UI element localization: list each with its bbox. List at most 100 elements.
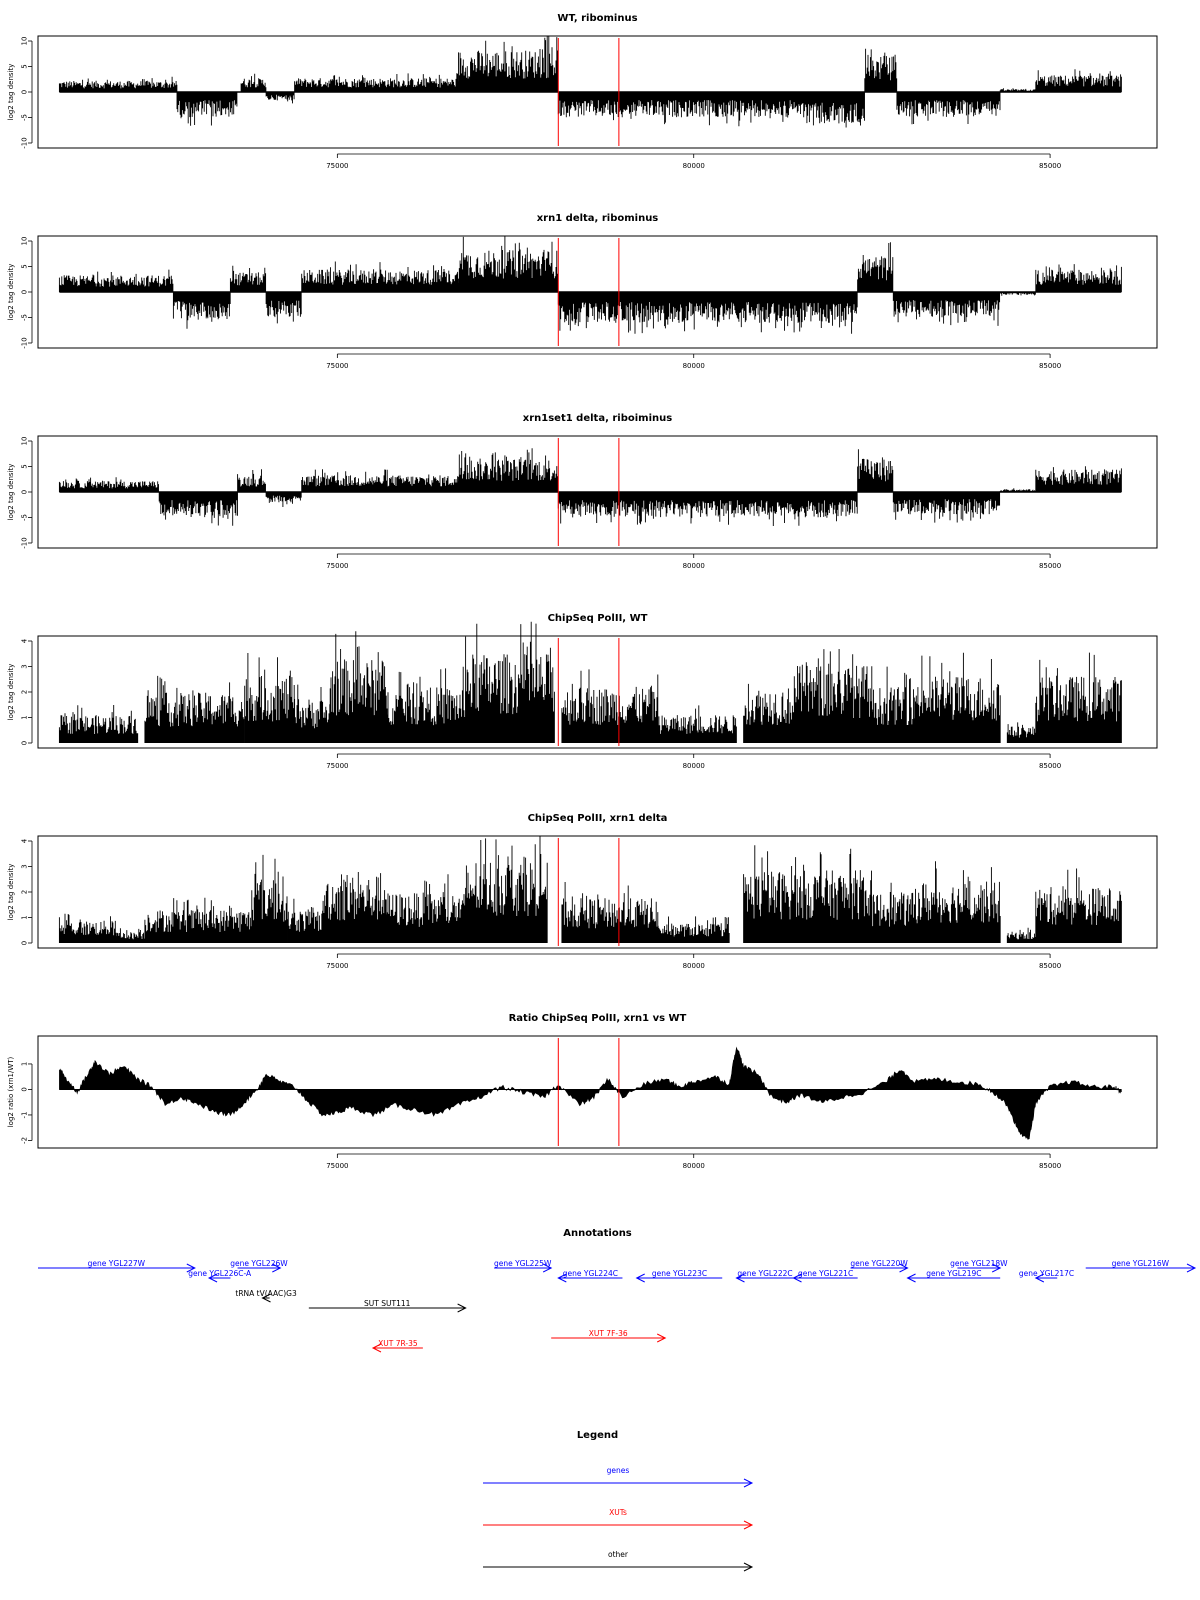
panel-1: WT, ribominus -10 -5 0 5 10 log2 tag density 75… <box>7 13 1158 170</box>
y-tick-label: 4 <box>21 838 29 843</box>
data-segment <box>176 92 238 126</box>
data-segment <box>265 492 302 507</box>
x-tick-label: 75000 <box>326 362 348 370</box>
feature-arrow <box>906 1273 1001 1283</box>
legend-item-arrow <box>483 1478 754 1488</box>
feature-arrow <box>308 1303 467 1313</box>
data-segment <box>465 621 555 743</box>
data-segment <box>1006 722 1036 743</box>
feature-arrow <box>1034 1273 1058 1283</box>
series <box>58 448 1122 526</box>
data-segment <box>1006 927 1036 943</box>
y-axis-label: log2 tag density <box>7 464 15 521</box>
feature-label: gene YGL218W <box>950 1259 1008 1268</box>
panel-title: ChipSeq PolII, xrn1 delta <box>528 813 668 824</box>
y-tick-label: 3 <box>21 664 29 668</box>
x-tick-label: 85000 <box>1039 162 1061 170</box>
x-tick-label: 80000 <box>683 362 705 370</box>
y-axis-label: log2 tag density <box>7 64 15 121</box>
data-segment <box>458 448 559 492</box>
data-segment <box>386 874 467 943</box>
x-tick-label: 85000 <box>1039 762 1061 770</box>
panel-4: ChipSeq PolII, WT 0 1 2 3 4 log2 tag density 75… <box>7 613 1158 770</box>
x-tick-label: 75000 <box>326 962 348 970</box>
feature-label: XUT 7R-35 <box>378 1339 418 1348</box>
data-segment <box>557 292 858 334</box>
feature-arrow <box>237 1263 282 1273</box>
y-tick-label: 10 <box>21 237 29 246</box>
data-segment <box>807 92 865 128</box>
feature-arrow <box>635 1273 723 1283</box>
data-segment <box>864 48 898 92</box>
data-segment <box>294 684 331 743</box>
y-tick-label: 10 <box>21 37 29 46</box>
plot-frame <box>37 835 1158 949</box>
y-tick-label: -10 <box>21 137 29 148</box>
data-segment <box>240 73 267 92</box>
data-segment <box>1035 69 1122 92</box>
data-segment <box>1035 264 1122 292</box>
y-tick-label: 3 <box>21 864 29 868</box>
data-segment <box>237 469 266 492</box>
data-segment <box>871 882 915 943</box>
data-segment <box>857 242 894 292</box>
feature-label: gene YGL221C <box>798 1269 853 1278</box>
y-axis-label: log2 tag density <box>7 664 15 721</box>
series <box>59 1046 1122 1140</box>
panel-title: xrn1set1 delta, riboiminus <box>523 413 672 424</box>
y-tick-label: 1 <box>21 1062 29 1066</box>
y-tick-label: 0 <box>21 290 29 294</box>
y-tick-label: 2 <box>21 690 29 694</box>
data-segment <box>557 92 809 127</box>
panel-title: Ratio ChipSeq PolII, xrn1 vs WT <box>509 1013 687 1024</box>
feature-arrow <box>557 1273 623 1283</box>
data-segment <box>329 631 388 743</box>
data-segment <box>158 492 238 526</box>
data-segment <box>458 35 559 92</box>
data-segment <box>743 845 872 943</box>
feature-arrow <box>38 1263 196 1273</box>
feature-label: gene YGL224C <box>563 1269 618 1278</box>
legend-title: Legend <box>577 1430 618 1441</box>
plot-frame <box>37 1035 1158 1149</box>
data-segment <box>58 269 174 292</box>
data-segment <box>743 683 794 743</box>
feature-label: XUT 7F-36 <box>589 1329 628 1338</box>
x-tick-label: 75000 <box>326 562 348 570</box>
data-segment <box>892 492 1001 523</box>
y-tick-label: -5 <box>21 514 29 521</box>
series <box>58 35 1122 128</box>
panel-2: xrn1 delta, ribominus -10 -5 0 5 10 log2 tag d… <box>7 213 1158 370</box>
y-tick-label: -5 <box>21 114 29 121</box>
data-segment <box>144 897 252 943</box>
feature-label: tRNA tV(AAC)G3 <box>235 1289 297 1298</box>
legend-item-label: XUTs <box>609 1508 627 1517</box>
y-tick-label: -5 <box>21 314 29 321</box>
plot-frame <box>37 435 1158 549</box>
data-segment <box>115 928 145 943</box>
data-segment <box>58 477 159 492</box>
data-segment <box>857 449 894 492</box>
panel-5: ChipSeq PolII, xrn1 delta 0 1 2 3 4 log2 tag d… <box>7 813 1158 970</box>
panel-title: WT, ribominus <box>557 13 637 24</box>
data-segment <box>58 705 139 743</box>
x-tick-label: 80000 <box>683 1162 705 1170</box>
y-tick-label: -10 <box>21 537 29 548</box>
data-segment <box>561 669 659 743</box>
panel-title: xrn1 delta, ribominus <box>537 213 659 224</box>
data-segment <box>172 292 231 329</box>
feature-arrow <box>494 1263 553 1273</box>
y-tick-label: 5 <box>21 64 29 68</box>
feature-label: SUT SUT111 <box>364 1299 411 1308</box>
x-tick-label: 80000 <box>683 562 705 570</box>
data-segment <box>1035 868 1122 943</box>
x-tick-label: 80000 <box>683 762 705 770</box>
feature-label: gene YGL227W <box>88 1259 146 1268</box>
y-tick-label: 0 <box>21 490 29 494</box>
panel-3: xrn1set1 delta, riboiminus -10 -5 0 5 10 log2 … <box>7 413 1158 570</box>
feature-label: gene YGL226W <box>230 1259 288 1268</box>
legend-panel: Legend genes XUTs other <box>483 1430 754 1572</box>
y-tick-label: 1 <box>21 715 29 719</box>
